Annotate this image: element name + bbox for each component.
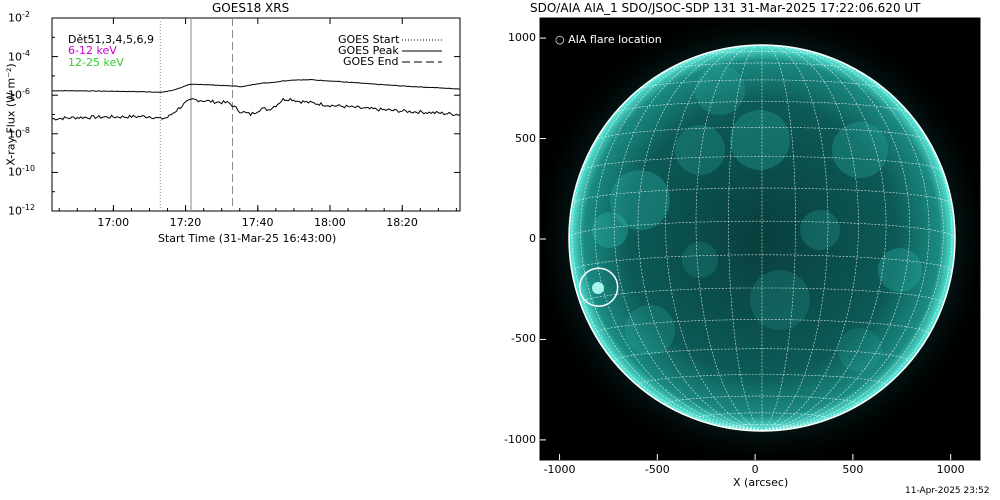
aia-y-tick-label: 500 <box>515 131 536 145</box>
flare-bright-spot <box>592 282 604 294</box>
longitude-line <box>571 65 763 431</box>
longitude-line <box>761 46 911 431</box>
aia-y-tick-label: 1000 <box>508 31 536 45</box>
aia-x-tick-label: 0 <box>751 463 759 476</box>
band-low-label: 6-12 keV <box>68 44 117 57</box>
active-region-patch <box>750 270 810 330</box>
longitude-line <box>613 46 763 431</box>
longitude-line <box>695 44 763 431</box>
latitude-line <box>613 348 911 362</box>
active-region-patch <box>832 122 888 178</box>
longitude-line <box>761 47 930 431</box>
solar-disk <box>569 45 955 431</box>
active-region-patch <box>838 328 882 372</box>
band-high-label: 12-25 keV <box>68 56 124 69</box>
footer-timestamp: 11-Apr-2025 23:52 <box>905 486 990 496</box>
longitude-line <box>761 45 887 431</box>
goes-y-tick-label: 10-10 <box>8 164 36 180</box>
active-region-patch <box>878 248 922 292</box>
legend-goes-end: GOES End <box>343 55 399 68</box>
goes-y-tick-label: 10-8 <box>8 125 30 141</box>
aia-y-tick-label: -500 <box>511 332 536 346</box>
flare-location-marker <box>578 267 619 307</box>
active-region-patch <box>682 242 718 278</box>
legend-goes-peak: GOES Peak <box>338 44 399 57</box>
longitude-line <box>665 45 763 431</box>
active-region-patch <box>800 210 840 250</box>
latitude-line <box>637 374 887 386</box>
latitude-line <box>594 319 930 335</box>
goes-x-tick-label: 17:00 <box>97 216 130 229</box>
quality-note: Dět51,3,4,5,6,9 <box>68 33 155 46</box>
longitude-line <box>761 65 953 431</box>
series-12-25kev-line <box>51 97 461 121</box>
active-region-patch <box>610 170 670 230</box>
latitude-line <box>580 287 944 304</box>
longitude-line <box>580 50 763 431</box>
active-region-patch <box>625 305 675 355</box>
longitude-line <box>728 44 763 431</box>
aia-x-tick-label: -1000 <box>543 463 576 476</box>
goes-y-tick-label: 10-6 <box>8 87 30 102</box>
longitude-line <box>594 47 763 431</box>
goes-x-axis-label: Start Time (31-Mar-25 16:43:00) <box>158 232 337 245</box>
active-region-patch <box>675 125 725 175</box>
longitude-line <box>761 45 859 431</box>
latitude-line <box>614 101 910 114</box>
goes-x-tick-label: 17:40 <box>241 216 274 229</box>
aia-chart-title: SDO/AIA AIA_1 SDO/JSOC-SDP 131 31-Mar-20… <box>530 1 921 15</box>
goes-x-tick-label: 18:00 <box>314 216 346 229</box>
goes-x-tick-label: 17:20 <box>169 216 202 229</box>
goes-y-tick-label: 10-12 <box>8 203 36 218</box>
goes-chart-title: GOES18 XRS <box>212 1 290 15</box>
goes-y-tick-label: 10-2 <box>8 10 30 25</box>
limb-outline <box>568 44 956 432</box>
aia-y-tick-label: -1000 <box>504 432 536 446</box>
aia-x-tick-label: -500 <box>644 463 670 476</box>
active-region-patch <box>730 110 790 170</box>
goes-y-tick-label: 10-4 <box>8 48 30 64</box>
longitude-line <box>637 45 763 431</box>
aia-y-tick-label: 0 <box>529 232 536 245</box>
longitude-line <box>761 44 796 431</box>
active-region-patch <box>592 212 628 248</box>
latitude-line <box>695 412 829 419</box>
active-region-patch <box>695 65 745 115</box>
aia-legend: ○ AIA flare location <box>555 33 662 46</box>
aia-x-tick-label: 1000 <box>936 463 965 476</box>
aia-x-axis-label: X (arcsec) <box>733 476 789 489</box>
latitude-line <box>666 62 858 71</box>
series-6-12kev-line <box>51 78 460 93</box>
longitude-line <box>761 44 829 431</box>
aia-x-tick-label: 500 <box>842 463 864 476</box>
legend-goes-start: GOES Start <box>338 33 400 46</box>
goes-plot-svg <box>51 17 461 212</box>
goes-x-tick-label: 18:20 <box>386 216 418 229</box>
longitude-line <box>761 50 944 431</box>
